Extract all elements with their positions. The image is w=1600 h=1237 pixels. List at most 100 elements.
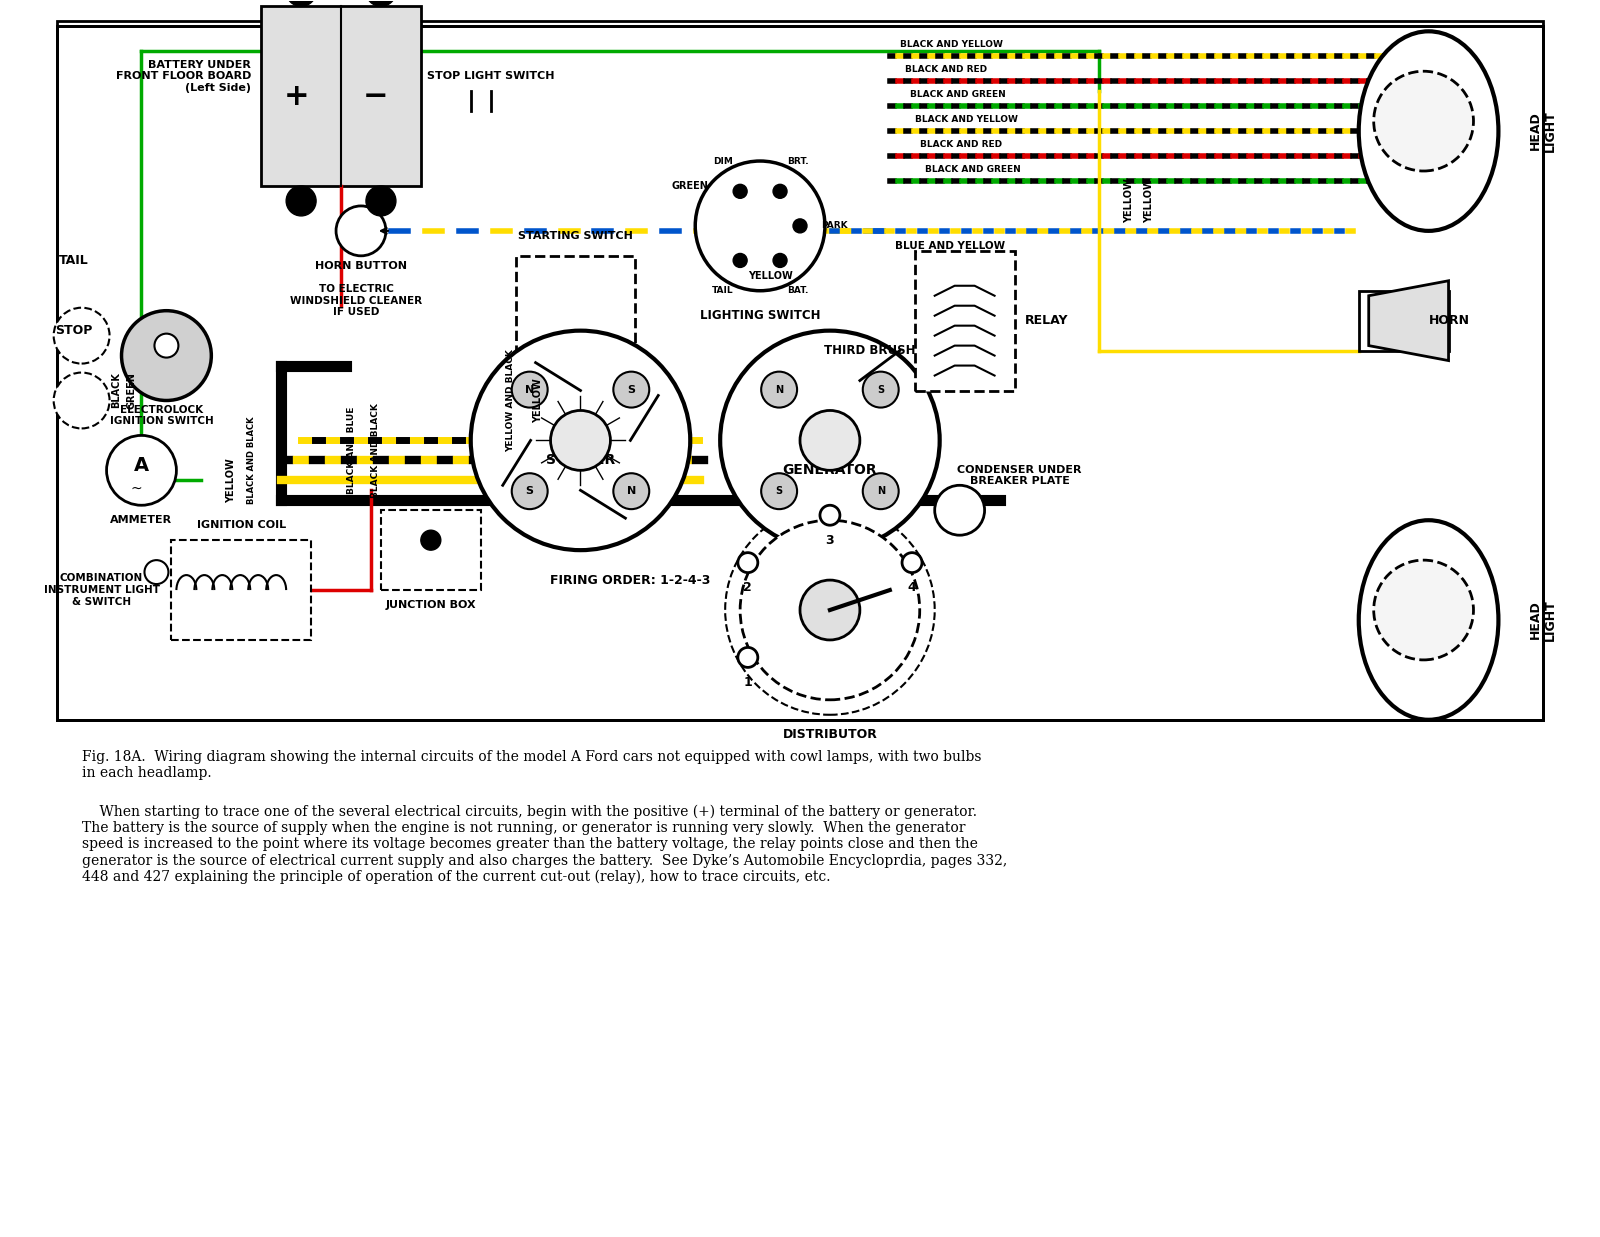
- Bar: [915, 251, 1014, 391]
- Text: LIGHTING SWITCH: LIGHTING SWITCH: [699, 309, 821, 322]
- Circle shape: [550, 411, 611, 470]
- Circle shape: [738, 553, 758, 573]
- Text: S: S: [627, 385, 635, 395]
- Bar: [515, 256, 635, 355]
- Text: ELECTROLOCK
IGNITION SWITCH: ELECTROLOCK IGNITION SWITCH: [109, 404, 213, 427]
- Text: S: S: [526, 486, 534, 496]
- Circle shape: [819, 505, 840, 526]
- Circle shape: [54, 372, 109, 428]
- Circle shape: [155, 334, 178, 357]
- Text: +: +: [283, 82, 309, 110]
- Text: S: S: [776, 486, 782, 496]
- Bar: [56, 21, 1544, 720]
- Text: N: N: [627, 486, 635, 496]
- Circle shape: [794, 219, 806, 233]
- Text: DISTRIBUTOR: DISTRIBUTOR: [782, 729, 877, 741]
- Text: BLACK AND GREEN: BLACK AND GREEN: [925, 165, 1021, 173]
- Circle shape: [122, 310, 211, 401]
- Circle shape: [741, 521, 920, 700]
- Text: THIRD BRUSH: THIRD BRUSH: [824, 344, 915, 357]
- Circle shape: [934, 485, 984, 536]
- Circle shape: [762, 371, 797, 407]
- Text: RELAY: RELAY: [1024, 314, 1067, 327]
- Circle shape: [733, 254, 747, 267]
- Circle shape: [421, 531, 442, 550]
- Polygon shape: [1368, 281, 1448, 360]
- Ellipse shape: [1358, 31, 1499, 231]
- Circle shape: [613, 474, 650, 510]
- Text: BLACK AND BLACK: BLACK AND BLACK: [246, 417, 256, 505]
- Text: Fig. 18A.  Wiring diagram showing the internal circuits of the model A Ford cars: Fig. 18A. Wiring diagram showing the int…: [82, 750, 981, 779]
- Text: FIRING ORDER: 1-2-4-3: FIRING ORDER: 1-2-4-3: [550, 574, 710, 586]
- Circle shape: [862, 371, 899, 407]
- Text: BATTERY UNDER
FRONT FLOOR BOARD
(Left Side): BATTERY UNDER FRONT FLOOR BOARD (Left Si…: [115, 59, 251, 93]
- Text: TO ELECTRIC
WINDSHIELD CLEANER
IF USED: TO ELECTRIC WINDSHIELD CLEANER IF USED: [290, 285, 422, 318]
- Bar: [56, 26, 1544, 720]
- Ellipse shape: [1358, 521, 1499, 720]
- Text: 4: 4: [907, 581, 917, 594]
- Text: BLACK AND YELLOW: BLACK AND YELLOW: [915, 115, 1018, 124]
- Text: ~: ~: [131, 481, 142, 495]
- Bar: [171, 541, 310, 640]
- Circle shape: [366, 0, 395, 6]
- Text: COMBINATION
INSTRUMENT LIGHT
& SWITCH: COMBINATION INSTRUMENT LIGHT & SWITCH: [43, 574, 160, 606]
- Text: BLUE AND YELLOW: BLUE AND YELLOW: [894, 241, 1005, 251]
- Text: STOP: STOP: [54, 324, 93, 338]
- Text: HEAD
LIGHT: HEAD LIGHT: [1530, 599, 1557, 641]
- Circle shape: [107, 435, 176, 505]
- Text: STARTING SWITCH: STARTING SWITCH: [518, 231, 634, 241]
- Text: 3: 3: [826, 533, 834, 547]
- Text: YELLOW: YELLOW: [747, 271, 792, 281]
- Text: HORN: HORN: [1429, 314, 1469, 327]
- Text: TAIL: TAIL: [712, 286, 733, 296]
- Circle shape: [336, 205, 386, 256]
- Circle shape: [800, 580, 859, 640]
- Text: YELLOW: YELLOW: [226, 458, 237, 502]
- Circle shape: [144, 560, 168, 584]
- Text: STOP LIGHT SWITCH: STOP LIGHT SWITCH: [427, 72, 555, 82]
- Text: BLACK AND RED: BLACK AND RED: [920, 140, 1002, 148]
- Text: DIM: DIM: [712, 157, 733, 166]
- Text: IGNITION COIL: IGNITION COIL: [197, 521, 286, 531]
- Circle shape: [733, 184, 747, 198]
- Circle shape: [720, 330, 939, 550]
- Text: 1: 1: [744, 675, 752, 689]
- Circle shape: [696, 161, 826, 291]
- Text: STARTER: STARTER: [546, 453, 614, 468]
- Text: S: S: [877, 385, 885, 395]
- Text: BRT.: BRT.: [787, 157, 808, 166]
- Circle shape: [862, 474, 899, 510]
- Text: GENERATOR: GENERATOR: [782, 464, 877, 477]
- Bar: [381, 510, 480, 590]
- Circle shape: [366, 186, 395, 216]
- Text: When starting to trace one of the several electrical circuits, begin with the po: When starting to trace one of the severa…: [82, 804, 1006, 884]
- Circle shape: [773, 254, 787, 267]
- Circle shape: [470, 330, 690, 550]
- Text: BLACK AND RED: BLACK AND RED: [904, 64, 987, 74]
- Text: HORN BUTTON: HORN BUTTON: [315, 261, 406, 271]
- Text: BAT.: BAT.: [787, 286, 808, 296]
- Circle shape: [512, 474, 547, 510]
- Text: −: −: [363, 82, 389, 110]
- Circle shape: [800, 411, 859, 470]
- Circle shape: [512, 371, 547, 407]
- Text: BLACK AND BLACK: BLACK AND BLACK: [371, 403, 381, 497]
- Text: YELLOW: YELLOW: [1144, 178, 1154, 224]
- Text: YELLOW: YELLOW: [1125, 178, 1134, 224]
- Text: N: N: [877, 486, 885, 496]
- Text: 2: 2: [744, 581, 752, 594]
- Text: YELLOW: YELLOW: [533, 379, 542, 423]
- Text: BLACK AND YELLOW: BLACK AND YELLOW: [899, 40, 1003, 48]
- Text: N: N: [525, 385, 534, 395]
- Text: YELLOW AND BLACK: YELLOW AND BLACK: [506, 349, 515, 452]
- Circle shape: [773, 184, 787, 198]
- Circle shape: [902, 553, 922, 573]
- Text: GREEN: GREEN: [126, 372, 136, 409]
- Circle shape: [738, 647, 758, 668]
- Circle shape: [613, 371, 650, 407]
- Text: N: N: [774, 385, 782, 395]
- Text: PARK: PARK: [822, 221, 848, 230]
- Circle shape: [1374, 560, 1474, 659]
- Text: GREEN: GREEN: [672, 181, 709, 190]
- Circle shape: [286, 0, 317, 6]
